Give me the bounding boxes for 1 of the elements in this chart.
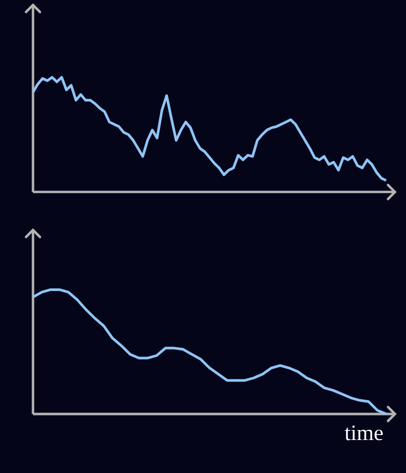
x-axis-title: time <box>344 426 383 440</box>
